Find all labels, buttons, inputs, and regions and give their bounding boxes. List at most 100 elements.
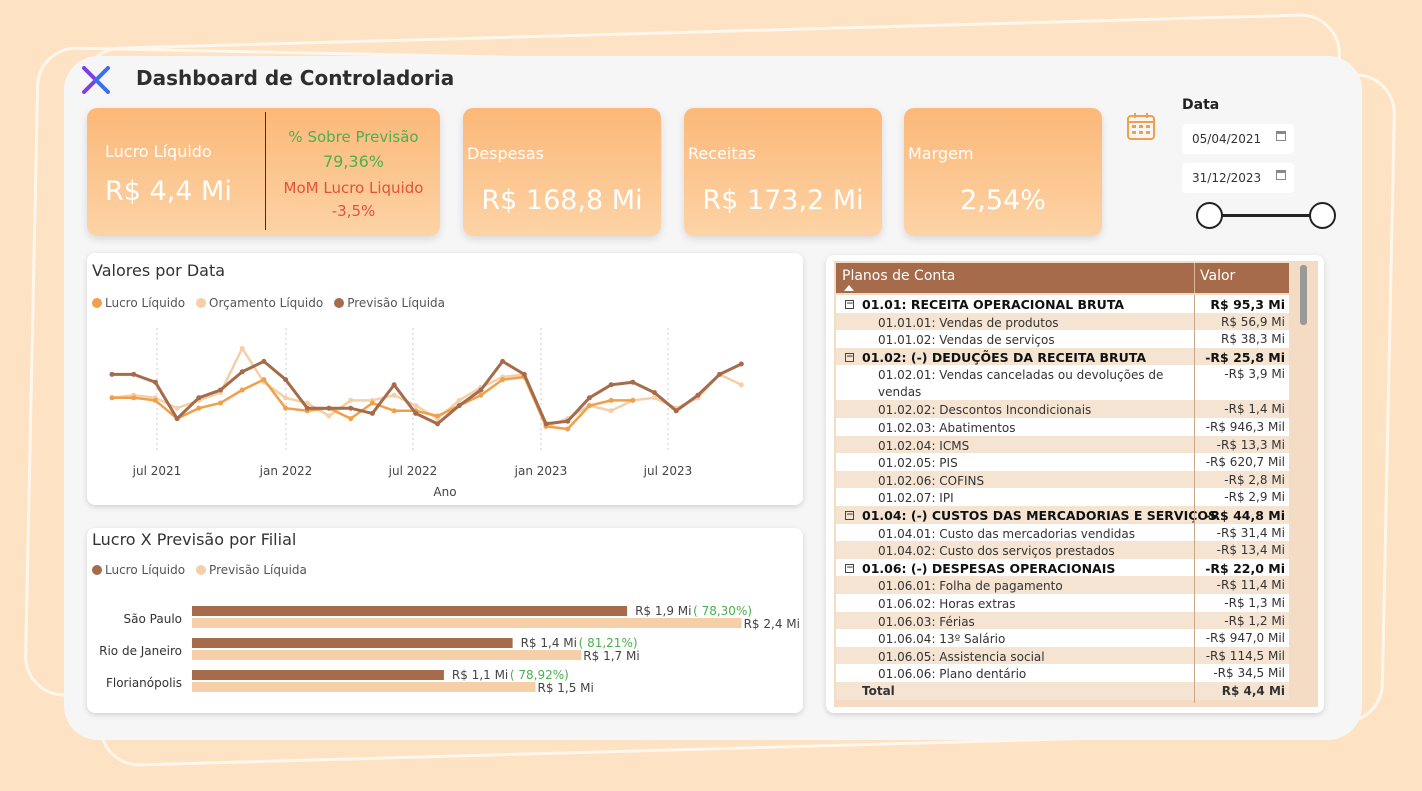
table-row[interactable]: 01.06.05: Assistencia social -R$ 114,5 Mi… bbox=[836, 646, 1289, 665]
collapse-icon[interactable]: − bbox=[845, 299, 854, 309]
data-point[interactable] bbox=[738, 361, 744, 367]
data-point[interactable] bbox=[630, 379, 636, 385]
legend-item[interactable]: Orçamento Líquido bbox=[196, 296, 323, 310]
data-point[interactable] bbox=[413, 410, 419, 416]
data-point[interactable] bbox=[435, 413, 440, 419]
table-total-row[interactable]: Total R$ 4,4 Mi bbox=[836, 682, 1289, 700]
table-row[interactable]: 01.06.04: 13º Salário -R$ 947,0 Mil bbox=[836, 629, 1289, 647]
data-point[interactable] bbox=[565, 426, 571, 432]
table-row[interactable]: 01.02.03: Abatimentos -R$ 946,3 Mil bbox=[836, 418, 1289, 436]
data-point[interactable] bbox=[196, 405, 202, 411]
series-line[interactable] bbox=[112, 359, 742, 426]
collapse-icon[interactable]: − bbox=[845, 562, 854, 573]
data-point[interactable] bbox=[283, 377, 289, 383]
date-slider-end-handle[interactable] bbox=[1309, 202, 1336, 229]
data-point[interactable] bbox=[630, 397, 636, 403]
data-point[interactable] bbox=[326, 405, 332, 411]
calendar-icon[interactable] bbox=[1276, 131, 1286, 141]
collapse-icon[interactable]: − bbox=[845, 510, 854, 520]
data-point[interactable] bbox=[109, 371, 115, 377]
data-point[interactable] bbox=[196, 395, 202, 401]
data-point[interactable] bbox=[500, 358, 506, 364]
data-point[interactable] bbox=[478, 392, 484, 398]
bar-lucro[interactable] bbox=[192, 638, 513, 648]
table-row[interactable]: 01.01.01: Vendas de produtos R$ 56,9 Mi bbox=[836, 312, 1289, 331]
data-point[interactable] bbox=[391, 392, 397, 398]
legend-item[interactable]: Lucro Líquido bbox=[92, 563, 185, 577]
data-point[interactable] bbox=[239, 345, 245, 351]
data-point[interactable] bbox=[131, 395, 137, 401]
kpi-card-receitas[interactable]: Receitas R$ 173,2 Mi bbox=[684, 108, 882, 236]
column-header-valor[interactable]: Valor bbox=[1200, 268, 1236, 284]
legend-item[interactable]: Previsão Líquida bbox=[334, 296, 445, 310]
data-point[interactable] bbox=[717, 371, 723, 377]
collapse-icon[interactable]: − bbox=[845, 351, 854, 362]
table-group-row[interactable]: −01.02: (-) DEDUÇÕES DA RECEITA BRUTA -R$… bbox=[836, 347, 1289, 366]
kpi-card-lucro[interactable]: Lucro Líquido R$ 4,4 Mi % Sobre Previsão… bbox=[87, 108, 440, 236]
data-point[interactable] bbox=[348, 416, 354, 422]
table-row[interactable]: 01.02.02: Descontos Incondicionais -R$ 1,… bbox=[836, 400, 1289, 418]
data-point[interactable] bbox=[283, 405, 289, 411]
date-slider-start-handle[interactable] bbox=[1196, 202, 1223, 229]
bar-lucro[interactable] bbox=[192, 670, 444, 680]
column-header-planos[interactable]: Planos de Conta bbox=[842, 268, 956, 284]
data-point[interactable] bbox=[695, 392, 701, 398]
data-point[interactable] bbox=[413, 403, 419, 409]
table-row[interactable]: 01.01.02: Vendas de serviços R$ 38,3 Mi bbox=[836, 330, 1289, 348]
data-point[interactable] bbox=[348, 397, 354, 403]
data-point[interactable] bbox=[500, 377, 506, 383]
data-point[interactable] bbox=[456, 397, 462, 403]
date-slider-track[interactable] bbox=[1210, 214, 1322, 217]
bar-previsao[interactable] bbox=[192, 650, 582, 660]
table-row[interactable]: 01.02.06: COFINS -R$ 2,8 Mi bbox=[836, 470, 1289, 489]
kpi-card-despesas[interactable]: Despesas R$ 168,8 Mi bbox=[463, 108, 661, 236]
data-point[interactable] bbox=[369, 400, 375, 406]
legend-item[interactable]: Previsão Líquida bbox=[196, 563, 307, 577]
data-point[interactable] bbox=[239, 369, 245, 375]
data-point[interactable] bbox=[586, 403, 592, 409]
calendar-icon[interactable] bbox=[1276, 170, 1286, 180]
start-date-input[interactable]: 05/04/2021 bbox=[1182, 124, 1294, 154]
data-point[interactable] bbox=[673, 408, 679, 414]
data-point[interactable] bbox=[391, 382, 397, 388]
data-point[interactable] bbox=[261, 377, 267, 383]
sort-asc-icon[interactable] bbox=[844, 285, 854, 291]
table-row[interactable]: 01.04.01: Custo das mercadorias vendidas… bbox=[836, 523, 1289, 542]
table-row[interactable]: 01.06.06: Plano dentário -R$ 34,5 Mil bbox=[836, 664, 1289, 682]
table-row[interactable]: 01.02.01: Vendas canceladas ou devoluçõe… bbox=[836, 365, 1289, 401]
data-point[interactable] bbox=[521, 371, 527, 377]
table-row[interactable]: 01.02.07: IPI -R$ 2,9 Mi bbox=[836, 488, 1289, 506]
data-point[interactable] bbox=[152, 397, 158, 403]
data-point[interactable] bbox=[239, 387, 245, 393]
data-point[interactable] bbox=[435, 421, 440, 427]
data-point[interactable] bbox=[478, 387, 484, 393]
table-row[interactable]: 01.06.02: Horas extras -R$ 1,3 Mi bbox=[836, 594, 1289, 612]
table-row[interactable]: 01.06.01: Folha de pagamento -R$ 11,4 Mi bbox=[836, 576, 1289, 594]
series-line[interactable] bbox=[111, 345, 742, 428]
legend-item[interactable]: Lucro Líquido bbox=[92, 296, 185, 310]
bar-lucro[interactable] bbox=[192, 606, 628, 616]
data-point[interactable] bbox=[283, 395, 289, 401]
data-point[interactable] bbox=[391, 408, 397, 414]
data-point[interactable] bbox=[652, 390, 657, 396]
data-point[interactable] bbox=[608, 397, 614, 403]
end-date-input[interactable]: 31/12/2023 bbox=[1182, 163, 1294, 193]
data-point[interactable] bbox=[326, 413, 332, 419]
table-row[interactable]: 01.02.05: PIS -R$ 620,7 Mil bbox=[836, 453, 1289, 471]
data-point[interactable] bbox=[738, 382, 744, 388]
data-point[interactable] bbox=[608, 382, 614, 388]
data-point[interactable] bbox=[174, 416, 180, 422]
data-point[interactable] bbox=[565, 418, 571, 424]
scrollbar[interactable] bbox=[1300, 265, 1307, 325]
table-row[interactable]: 01.04.02: Custo dos serviços prestados -R… bbox=[836, 541, 1289, 559]
data-point[interactable] bbox=[608, 408, 614, 414]
bar-previsao[interactable] bbox=[192, 682, 536, 692]
data-point[interactable] bbox=[261, 358, 267, 364]
data-point[interactable] bbox=[109, 395, 115, 401]
table-group-row[interactable]: −01.04: (-) CUSTOS DAS MERCADORIAS E SER… bbox=[836, 506, 1289, 524]
data-point[interactable] bbox=[152, 379, 158, 385]
data-point[interactable] bbox=[369, 410, 375, 416]
table-group-row[interactable]: −01.06: (-) DESPESAS OPERACIONAIS -R$ 22,… bbox=[836, 558, 1289, 577]
kpi-card-margem[interactable]: Margem 2,54% bbox=[904, 108, 1102, 236]
data-point[interactable] bbox=[543, 421, 549, 427]
